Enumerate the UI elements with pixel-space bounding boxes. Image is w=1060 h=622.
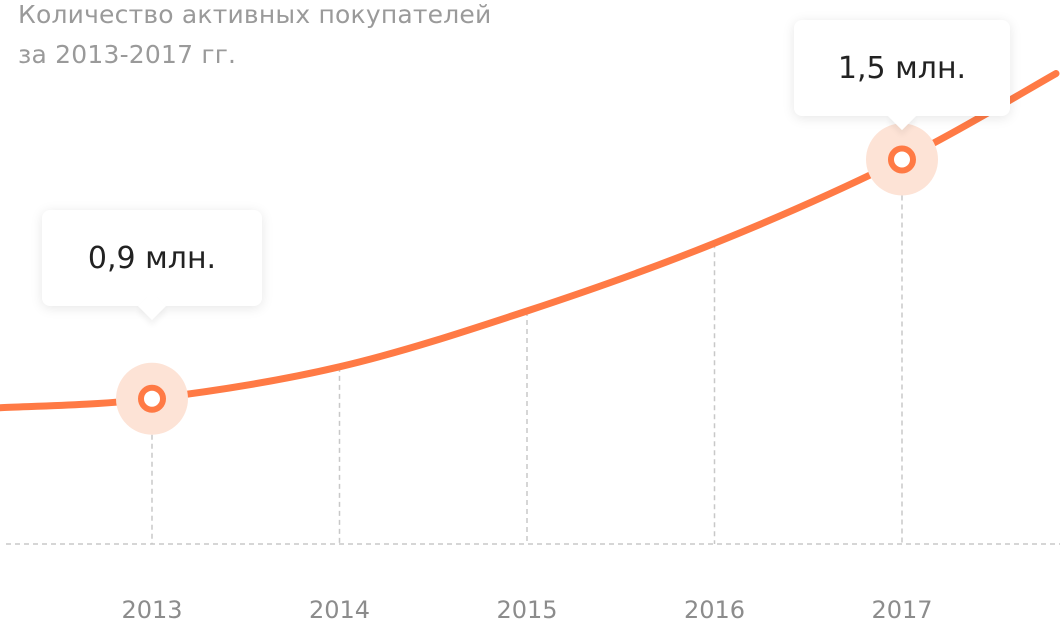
x-tick-label-2013: 2013 [121, 596, 182, 622]
grid-layer [6, 159, 1060, 545]
x-tick-label-2016: 2016 [684, 596, 745, 622]
data-label-2013: 0,9 млн. [42, 210, 262, 321]
marker-layer [116, 123, 938, 435]
x-tick-label-2015: 2015 [496, 596, 557, 622]
data-point-2013 [138, 384, 166, 413]
data-label-2013-text: 0,9 млн. [87, 240, 217, 276]
chart-title-line-1: Количество активных покупателей [18, 0, 492, 29]
data-label-2017: 1,5 млн. [794, 20, 1010, 131]
data-label-2017-text: 1,5 млн. [837, 50, 967, 86]
chart-title-line-2: за 2013-2017 гг. [18, 40, 237, 69]
x-tick-label-2014: 2014 [309, 596, 370, 622]
x-axis-ticks: 2013 2014 2015 2016 2017 [121, 596, 932, 622]
data-point-2017 [888, 145, 916, 174]
x-tick-label-2017: 2017 [871, 596, 932, 622]
